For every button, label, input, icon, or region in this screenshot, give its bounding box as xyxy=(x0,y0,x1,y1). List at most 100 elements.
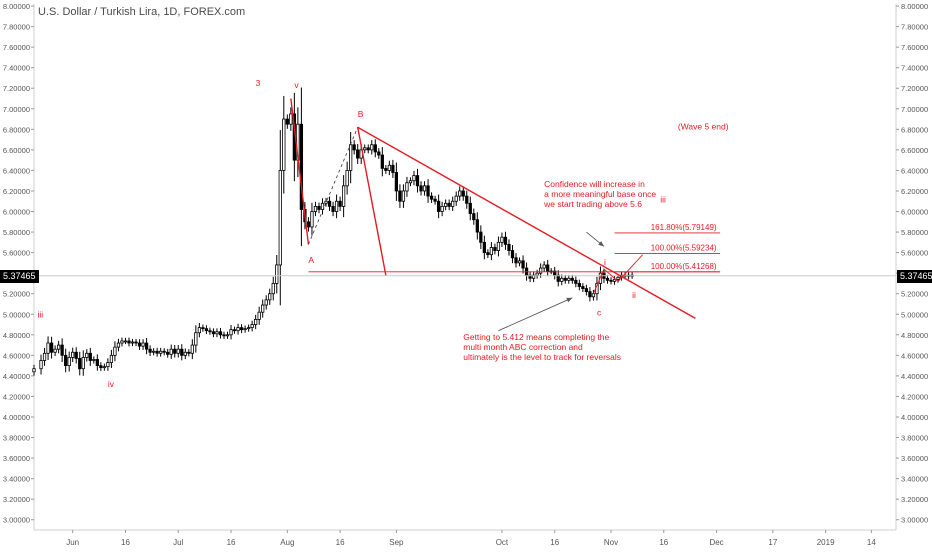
candle-body xyxy=(67,357,71,367)
candle-body xyxy=(408,180,413,184)
y-tick-label-left: 6.00000 xyxy=(3,208,30,217)
candle-body xyxy=(517,260,522,264)
y-tick-label-left: 3.00000 xyxy=(3,516,30,525)
candle-body xyxy=(521,260,525,269)
x-tick-label: Jul xyxy=(173,538,183,547)
candle-body xyxy=(553,270,557,276)
candle-body xyxy=(472,213,476,221)
candle-body xyxy=(113,346,117,356)
candle-body xyxy=(95,359,99,367)
candle-body xyxy=(588,291,592,298)
x-tick-label: Sep xyxy=(389,538,404,547)
candle-body xyxy=(194,332,198,346)
candle-body xyxy=(496,241,501,251)
candle-body xyxy=(56,344,61,350)
candle-body xyxy=(507,243,511,251)
arrow-getting-head xyxy=(566,297,573,303)
candle-body xyxy=(268,293,272,301)
y-tick-label-left: 3.20000 xyxy=(3,495,30,504)
candle-body xyxy=(458,190,462,197)
candle-body xyxy=(190,344,194,354)
candle-body xyxy=(542,264,546,269)
y-tick-label-right: 7.20000 xyxy=(901,84,928,93)
candle-body xyxy=(503,236,508,245)
candle-body xyxy=(363,147,367,151)
y-tick-label-left: 3.80000 xyxy=(3,434,30,443)
candle-body xyxy=(116,342,121,348)
candle-body xyxy=(46,342,50,354)
annotation-line: a more meaningful base once xyxy=(544,189,656,199)
candle-body xyxy=(92,359,96,361)
candle-body xyxy=(74,351,78,359)
candle-body xyxy=(137,342,142,347)
y-tick-label-right: 6.00000 xyxy=(901,208,928,217)
y-tick-label-right: 5.60000 xyxy=(901,249,928,258)
candle-body xyxy=(109,354,114,363)
candle-body xyxy=(405,182,409,192)
candle-body xyxy=(250,324,254,329)
leg-b-down xyxy=(357,127,387,276)
candle-body xyxy=(612,278,617,282)
candle-body xyxy=(574,279,578,284)
candle-body xyxy=(338,200,342,207)
candle-body xyxy=(159,350,163,354)
y-tick-label-left: 7.60000 xyxy=(3,43,30,52)
candle-body xyxy=(120,340,124,344)
x-tick-label: 16 xyxy=(121,538,130,547)
candle-body xyxy=(289,113,293,125)
annotation-line: multi month ABC correction and xyxy=(463,342,583,352)
candle-body xyxy=(451,200,455,207)
candle-body xyxy=(32,368,36,373)
wave-label: ii xyxy=(632,290,636,300)
candle-body xyxy=(345,170,349,187)
candle-body xyxy=(49,342,54,353)
candle-body xyxy=(64,354,68,367)
candle-body xyxy=(271,283,275,295)
candle-body xyxy=(380,154,384,169)
candle-body xyxy=(331,205,335,212)
y-tick-label-right: 6.60000 xyxy=(901,146,928,155)
wave-label: c xyxy=(597,307,602,317)
y-tick-label-left: 6.80000 xyxy=(3,125,30,134)
y-tick-label-right: 6.80000 xyxy=(901,125,928,134)
candle-body xyxy=(387,164,391,171)
y-tick-label-right: 6.40000 xyxy=(901,166,928,175)
candle-body xyxy=(465,195,469,204)
candle-body xyxy=(211,331,216,335)
candle-body xyxy=(352,144,356,151)
candle-body xyxy=(510,250,515,259)
candle-body xyxy=(169,348,173,355)
candle-body xyxy=(436,200,441,212)
candle-body xyxy=(218,331,223,336)
candle-body xyxy=(151,350,156,353)
candle-body xyxy=(398,190,402,202)
y-tick-label-right: 3.40000 xyxy=(901,475,928,484)
candle-body xyxy=(546,264,550,272)
candle-body xyxy=(394,172,399,192)
x-tick-label: 16 xyxy=(659,538,668,547)
x-tick-label: 16 xyxy=(550,538,559,547)
candle-body xyxy=(99,365,103,369)
candle-body xyxy=(556,274,560,282)
wave-label: i xyxy=(604,257,606,267)
candle-body xyxy=(531,274,536,279)
candle-body xyxy=(264,299,268,306)
candle-body xyxy=(313,205,318,212)
candle-body xyxy=(609,279,613,282)
candle-body xyxy=(123,340,128,343)
x-tick-label: Oct xyxy=(496,538,509,547)
candle-body xyxy=(528,274,532,279)
y-tick-label-left: 5.00000 xyxy=(3,310,30,319)
y-tick-label-right: 4.00000 xyxy=(901,413,928,422)
annotation-line: we start trading above 5.6 xyxy=(543,199,642,209)
last-price-tag-left: 5.37465 xyxy=(0,269,39,283)
y-tick-label-left: 3.60000 xyxy=(3,454,30,463)
candle-body xyxy=(144,342,149,350)
candle-body xyxy=(401,190,406,202)
candle-body xyxy=(356,149,360,159)
candle-body xyxy=(42,352,47,361)
wave-label: iii xyxy=(38,309,44,319)
y-tick-label-left: 4.20000 xyxy=(3,392,30,401)
